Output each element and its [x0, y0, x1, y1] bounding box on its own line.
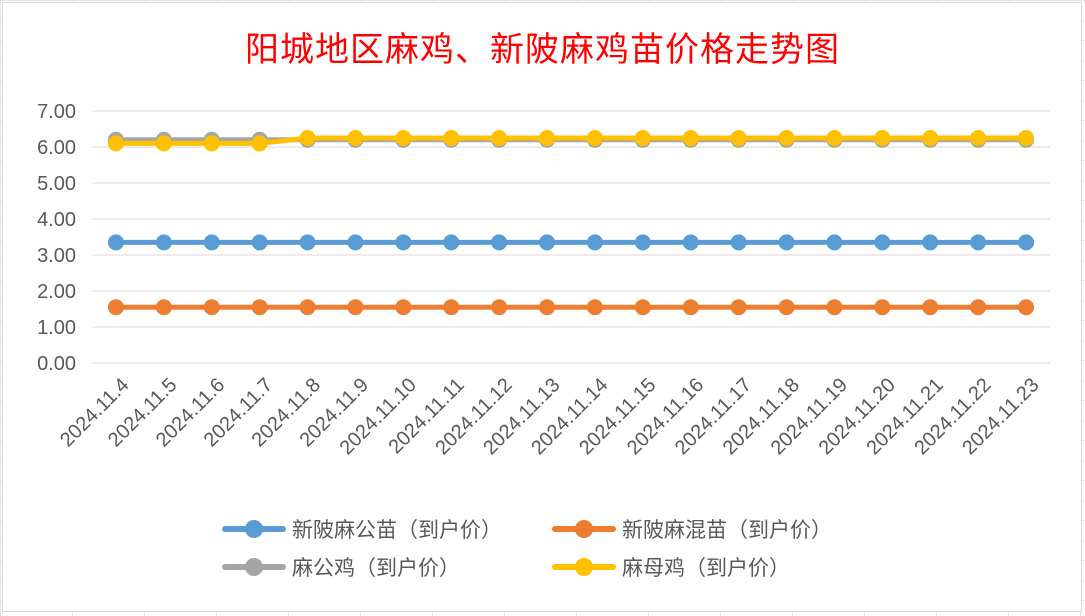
data-point[interactable] [347, 234, 364, 251]
series-1 [107, 234, 1035, 251]
data-point[interactable] [107, 135, 124, 152]
legend-swatch-series-3 [222, 552, 286, 582]
legend-label-series-4: 麻母鸡（到户价） [622, 556, 790, 580]
data-point[interactable] [826, 234, 843, 251]
legend: 新陂麻公苗（到户价） 新陂麻混苗（到户价） 麻公鸡（到户价） 麻母鸡（到户价） [0, 510, 1085, 590]
data-point[interactable] [682, 234, 699, 251]
legend-label-series-3: 麻公鸡（到户价） [292, 556, 460, 580]
legend-marker-series-2 [575, 520, 593, 538]
data-point[interactable] [730, 234, 747, 251]
y-tick-label: 3.00 [37, 245, 76, 267]
data-point[interactable] [155, 234, 172, 251]
legend-label-series-2: 新陂麻混苗（到户价） [622, 518, 832, 542]
data-point[interactable] [539, 130, 556, 146]
data-point[interactable] [395, 130, 412, 146]
data-point[interactable] [107, 234, 124, 251]
y-tick-label: 7.00 [37, 101, 76, 123]
data-point[interactable] [251, 299, 268, 316]
y-tick-label: 6.00 [37, 137, 76, 159]
legend-swatch-series-1 [222, 514, 286, 544]
series-2 [107, 299, 1035, 316]
legend-swatch-series-2 [552, 514, 616, 544]
y-tick-label: 5.00 [37, 173, 76, 195]
series-4 [107, 130, 1035, 152]
data-point[interactable] [586, 299, 603, 316]
data-point[interactable] [395, 234, 412, 251]
data-point[interactable] [443, 299, 460, 316]
data-point[interactable] [778, 234, 795, 251]
data-point[interactable] [203, 299, 220, 316]
legend-item-series-2[interactable]: 新陂麻混苗（到户价） [552, 514, 832, 544]
data-point[interactable] [874, 130, 891, 146]
data-point[interactable] [1018, 234, 1035, 251]
data-point[interactable] [539, 299, 556, 316]
data-point[interactable] [778, 130, 795, 146]
data-point[interactable] [826, 130, 843, 146]
legend-item-series-4[interactable]: 麻母鸡（到户价） [552, 552, 790, 582]
data-point[interactable] [874, 299, 891, 316]
data-point[interactable] [251, 135, 268, 152]
data-point[interactable] [1018, 130, 1035, 146]
data-point[interactable] [586, 234, 603, 251]
series-lines [107, 130, 1035, 316]
data-point[interactable] [682, 130, 699, 146]
data-point[interactable] [970, 299, 987, 316]
data-point[interactable] [586, 130, 603, 146]
data-point[interactable] [1018, 299, 1035, 316]
data-point[interactable] [491, 130, 508, 146]
data-point[interactable] [107, 299, 124, 316]
legend-item-series-3[interactable]: 麻公鸡（到户价） [222, 552, 460, 582]
data-point[interactable] [634, 234, 651, 251]
data-point[interactable] [347, 299, 364, 316]
data-point[interactable] [443, 130, 460, 146]
y-axis-tick-labels: 7.00 6.00 5.00 4.00 3.00 2.00 1.00 0.00 [37, 101, 76, 375]
data-point[interactable] [922, 234, 939, 251]
data-point[interactable] [443, 234, 460, 251]
data-point[interactable] [395, 299, 412, 316]
data-point[interactable] [491, 299, 508, 316]
data-point[interactable] [491, 234, 508, 251]
data-point[interactable] [874, 234, 891, 251]
data-point[interactable] [970, 130, 987, 146]
x-axis-tick-labels: 2024.11.42024.11.52024.11.62024.11.72024… [56, 374, 1044, 459]
data-point[interactable] [347, 130, 364, 146]
data-point[interactable] [155, 299, 172, 316]
legend-swatch-series-4 [552, 552, 616, 582]
data-point[interactable] [922, 299, 939, 316]
legend-item-series-1[interactable]: 新陂麻公苗（到户价） [222, 514, 502, 544]
data-point[interactable] [730, 299, 747, 316]
y-tick-label: 0.00 [37, 353, 76, 375]
data-point[interactable] [299, 130, 316, 146]
data-point[interactable] [922, 130, 939, 146]
y-tick-label: 2.00 [37, 281, 76, 303]
data-point[interactable] [826, 299, 843, 316]
data-point[interactable] [299, 299, 316, 316]
legend-marker-series-1 [245, 520, 263, 538]
data-point[interactable] [778, 299, 795, 316]
legend-marker-series-3 [245, 558, 263, 576]
data-point[interactable] [251, 234, 268, 251]
data-point[interactable] [682, 299, 699, 316]
legend-marker-series-4 [575, 558, 593, 576]
data-point[interactable] [634, 130, 651, 146]
y-tick-label: 1.00 [37, 317, 76, 339]
data-point[interactable] [970, 234, 987, 251]
data-point[interactable] [730, 130, 747, 146]
y-tick-label: 4.00 [37, 209, 76, 231]
data-point[interactable] [203, 234, 220, 251]
data-point[interactable] [539, 234, 556, 251]
chart-title: 阳城地区麻鸡、新陂麻鸡苗价格走势图 [245, 30, 840, 70]
data-point[interactable] [155, 135, 172, 152]
legend-label-series-1: 新陂麻公苗（到户价） [292, 518, 502, 542]
data-point[interactable] [299, 234, 316, 251]
data-point[interactable] [634, 299, 651, 316]
data-point[interactable] [203, 135, 220, 152]
gridlines [92, 110, 1050, 364]
